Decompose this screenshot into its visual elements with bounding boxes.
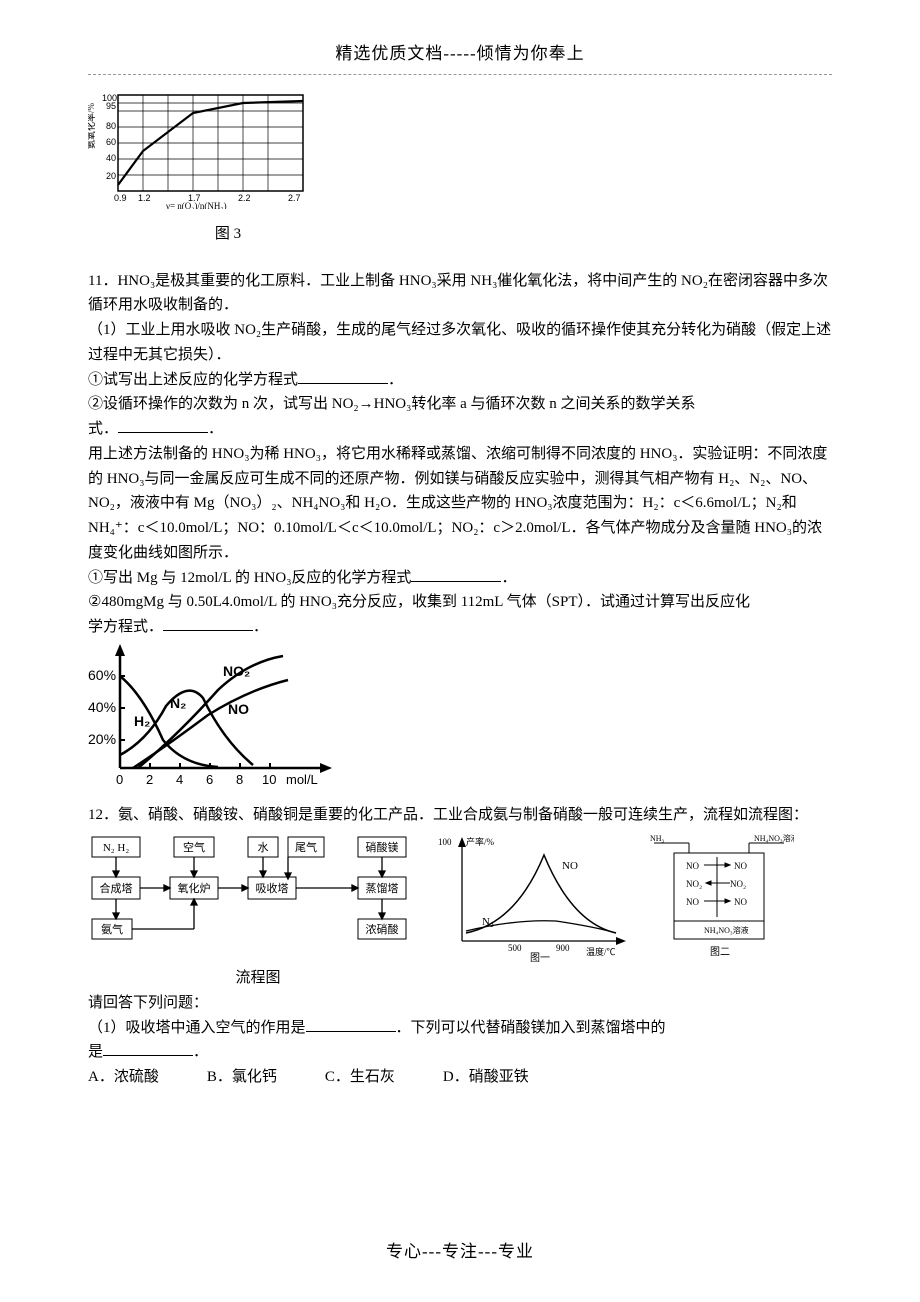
q11-p1b-b: 式．． bbox=[88, 417, 832, 442]
svg-text:900: 900 bbox=[556, 943, 570, 953]
svg-text:8: 8 bbox=[236, 772, 243, 787]
svg-text:60%: 60% bbox=[88, 667, 116, 683]
svg-text:N₂: N₂ bbox=[482, 916, 494, 928]
svg-text:γ= n(O₂)/n(NH₃): γ= n(O₂)/n(NH₃) bbox=[165, 201, 227, 209]
q12-p1c: 是． bbox=[88, 1040, 832, 1065]
svg-text:产率/%: 产率/% bbox=[466, 836, 495, 847]
svg-text:N₂: N₂ bbox=[170, 695, 186, 711]
svg-text:20: 20 bbox=[106, 171, 116, 181]
curve-diagram-svg: 100 产率/% 温度/℃ 500 900 NO N₂ 图一 bbox=[436, 833, 636, 963]
svg-text:氧化炉: 氧化炉 bbox=[178, 881, 211, 895]
fig3-caption: 图 3 bbox=[118, 222, 338, 247]
svg-text:NO₂: NO₂ bbox=[223, 663, 250, 679]
svg-text:硝酸镁: 硝酸镁 bbox=[366, 840, 399, 854]
svg-text:NO₂: NO₂ bbox=[686, 879, 702, 889]
fig3-svg: 10095 8060 4020 0.91.2 1.72.2 2.7 氨氧化率/%… bbox=[88, 89, 318, 209]
q11-mid: 用上述方法制备的 HNO₃为稀 HNO₃，将它用水稀释或蒸馏、浓缩可制得不同浓度… bbox=[88, 442, 832, 566]
svg-text:60: 60 bbox=[106, 137, 116, 147]
svg-text:氨气: 氨气 bbox=[101, 922, 123, 936]
svg-text:合成塔: 合成塔 bbox=[100, 881, 133, 895]
svg-text:0: 0 bbox=[116, 772, 123, 787]
q11-lead: 11．HNO₃是极其重要的化工原料．工业上制备 HNO₃采用 NH₃催化氧化法，… bbox=[88, 269, 832, 319]
page-header: 精选优质文档-----倾情为你奉上 bbox=[88, 40, 832, 75]
svg-text:浓硝酸: 浓硝酸 bbox=[366, 922, 399, 936]
svg-text:NH₄NO₃溶液: NH₄NO₃溶液 bbox=[704, 925, 749, 935]
option-b: B．氯化钙 bbox=[207, 1065, 277, 1090]
svg-text:2.2: 2.2 bbox=[238, 193, 251, 203]
svg-text:NO: NO bbox=[686, 897, 699, 907]
svg-text:NO: NO bbox=[686, 861, 699, 871]
blank-field[interactable] bbox=[118, 418, 208, 433]
q12-options: A．浓硫酸 B．氯化钙 C．生石灰 D．硝酸亚铁 bbox=[88, 1065, 832, 1090]
q11-chart: 60% 40% 20% 0 2 4 6 8 10 mol/L bbox=[88, 640, 832, 799]
q12-figures: N₂ H₂ 空气 水 尾气 硝酸镁 合成塔 氧化炉 吸收塔 蒸馏塔 氨气 浓硝酸 bbox=[88, 833, 832, 991]
svg-text:2.7: 2.7 bbox=[288, 193, 301, 203]
q11-p1b-a: ②设循环操作的次数为 n 次，试写出 NO₂→HNO₃转化率 a 与循环次数 n… bbox=[88, 392, 832, 417]
svg-text:80: 80 bbox=[106, 121, 116, 131]
svg-text:水: 水 bbox=[258, 841, 269, 854]
svg-text:20%: 20% bbox=[88, 731, 116, 747]
svg-text:NO: NO bbox=[734, 861, 747, 871]
q12-p1: （1）吸收塔中通入空气的作用是．下列可以代替硝酸镁加入到蒸馏塔中的 bbox=[88, 1016, 832, 1041]
svg-text:温度/℃: 温度/℃ bbox=[586, 946, 616, 957]
figure-3: 10095 8060 4020 0.91.2 1.72.2 2.7 氨氧化率/%… bbox=[88, 89, 832, 247]
svg-text:6: 6 bbox=[206, 772, 213, 787]
svg-text:NO: NO bbox=[228, 701, 249, 717]
svg-text:N₂ H₂: N₂ H₂ bbox=[103, 842, 129, 854]
svg-text:空气: 空气 bbox=[183, 840, 205, 854]
svg-text:100: 100 bbox=[438, 837, 452, 847]
svg-text:10: 10 bbox=[262, 772, 276, 787]
svg-text:2: 2 bbox=[146, 772, 153, 787]
blank-field[interactable] bbox=[298, 369, 388, 384]
svg-text:4: 4 bbox=[176, 772, 183, 787]
q12-lead: 12．氨、硝酸、硝酸铵、硝酸铜是重要的化工产品．工业合成氨与制备硝酸一般可连续生… bbox=[88, 803, 832, 828]
svg-text:NO: NO bbox=[734, 897, 747, 907]
q11-p2b-b: 学方程式．． bbox=[88, 615, 832, 640]
svg-text:500: 500 bbox=[508, 943, 522, 953]
q11-p1: （1）工业上用水吸收 NO₂生产硝酸，生成的尾气经过多次氧化、吸收的循环操作使其… bbox=[88, 318, 832, 368]
svg-text:0.9: 0.9 bbox=[114, 193, 127, 203]
svg-text:NO: NO bbox=[562, 860, 578, 872]
q12-prompt: 请回答下列问题： bbox=[88, 991, 832, 1016]
page-footer: 专心---专注---专业 bbox=[0, 1238, 920, 1266]
svg-text:NH₄NO₃溶液: NH₄NO₃溶液 bbox=[754, 833, 794, 843]
svg-text:H₂: H₂ bbox=[134, 713, 150, 729]
device-diagram-svg: NH₄NO₃溶液 NH₃ NH₄NO₃溶液 NO NO NO₂ NO₂ NO NO 图… bbox=[644, 833, 794, 963]
svg-text:NO₂: NO₂ bbox=[730, 879, 746, 889]
option-a: A．浓硫酸 bbox=[88, 1065, 159, 1090]
flow-caption: 流程图 bbox=[88, 966, 428, 991]
option-c: C．生石灰 bbox=[325, 1065, 395, 1090]
svg-text:尾气: 尾气 bbox=[295, 840, 317, 854]
svg-text:1.2: 1.2 bbox=[138, 193, 151, 203]
svg-text:NH₃: NH₃ bbox=[650, 834, 665, 843]
blank-field[interactable] bbox=[103, 1041, 193, 1056]
svg-text:图一: 图一 bbox=[530, 952, 550, 963]
q11-p2b-a: ②480mgMg 与 0.50L4.0mol/L 的 HNO₃充分反应，收集到 … bbox=[88, 590, 832, 615]
q11-p1a: ①试写出上述反应的化学方程式． bbox=[88, 368, 832, 393]
svg-text:mol/L: mol/L bbox=[286, 772, 318, 787]
svg-text:40: 40 bbox=[106, 153, 116, 163]
q11-p2a: ①写出 Mg 与 12mol/L 的 HNO₃反应的化学方程式． bbox=[88, 566, 832, 591]
blank-field[interactable] bbox=[306, 1017, 396, 1032]
svg-text:氨氧化率/%: 氨氧化率/% bbox=[88, 103, 96, 150]
flow-diagram-svg: N₂ H₂ 空气 水 尾气 硝酸镁 合成塔 氧化炉 吸收塔 蒸馏塔 氨气 浓硝酸 bbox=[88, 833, 428, 953]
svg-text:吸收塔: 吸收塔 bbox=[256, 881, 289, 895]
svg-text:蒸馏塔: 蒸馏塔 bbox=[366, 881, 399, 895]
blank-field[interactable] bbox=[163, 616, 253, 631]
svg-text:图二: 图二 bbox=[710, 946, 730, 958]
svg-text:40%: 40% bbox=[88, 699, 116, 715]
svg-text:95: 95 bbox=[106, 101, 116, 111]
blank-field[interactable] bbox=[411, 567, 501, 582]
option-d: D．硝酸亚铁 bbox=[443, 1065, 529, 1090]
